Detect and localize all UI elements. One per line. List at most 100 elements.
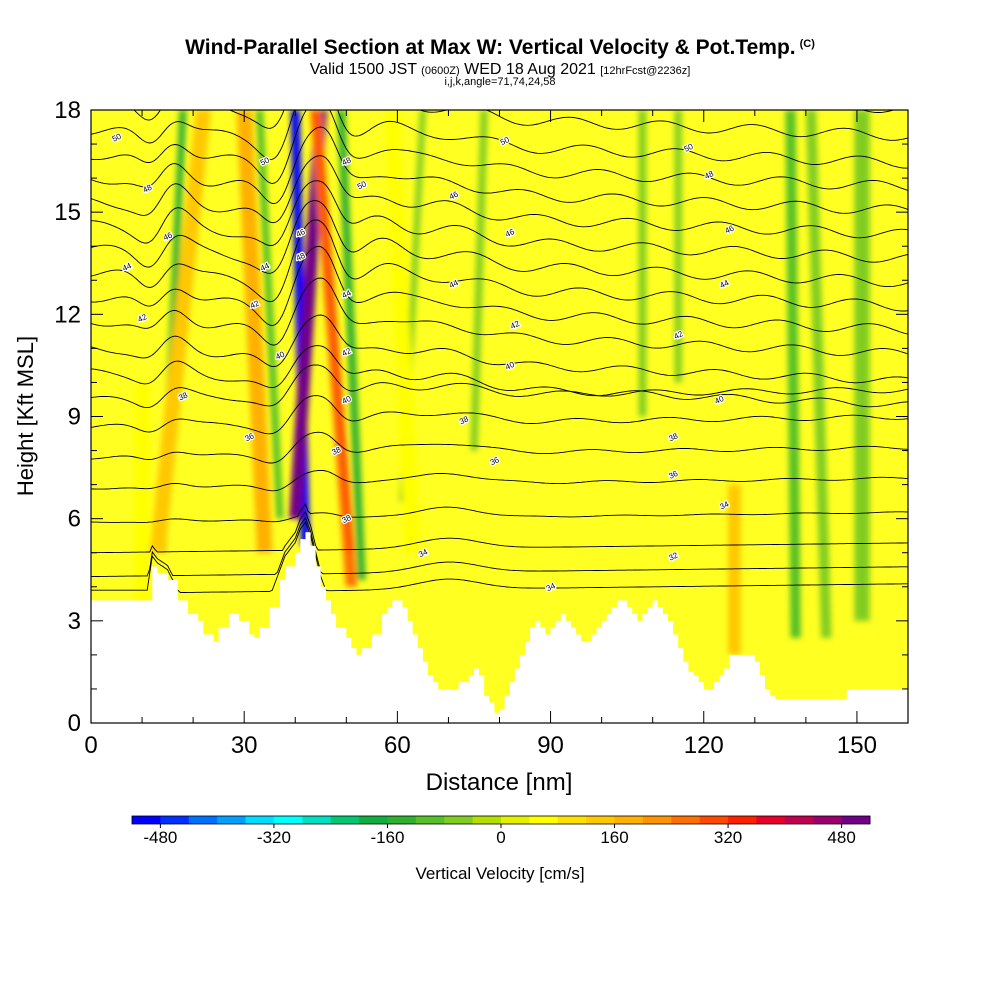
colorbar-tick-label: 160 [600,828,628,847]
colorbar-segment [728,816,757,824]
downdraft-band [854,110,870,621]
colorbar-segment [472,816,502,824]
colorbar-segment [756,816,786,824]
x-tick-label: 30 [231,732,258,759]
x-tick-label: 0 [84,732,97,759]
colorbar-segment [273,816,303,824]
colorbar-segment [557,816,587,824]
isentrope-line [91,510,908,554]
updraft-band [728,484,741,655]
x-tick-label: 150 [837,732,877,759]
colorbar-segment [671,816,701,824]
colorbar-segment [217,816,246,824]
y-tick-label: 12 [54,301,81,328]
isentrope-line [133,110,908,141]
colorbar-segment [387,816,417,824]
updraft-band [236,110,273,553]
isentrope-line [91,219,908,312]
velocity-field [134,110,870,655]
colorbar-segment [415,816,445,824]
isentrope-line [91,180,908,263]
isentrope-line [91,110,908,169]
colorbar-tick-label: 480 [827,828,855,847]
downdraft-band [785,110,801,638]
colorbar-tick-label: 0 [496,828,505,847]
colorbar-segment [614,816,644,824]
isentrope-contours [91,110,908,593]
y-axis: 0 3 6 9 12 15 18 [54,97,908,737]
colorbar-segment [160,816,190,824]
downdraft-band [674,110,682,383]
x-tick-label: 120 [684,732,724,759]
isentrope-line [91,395,908,435]
downdraft-band [470,110,488,451]
colorbar-tick-label: -320 [257,828,291,847]
isentrope-line [91,110,908,191]
isentrope-line [91,314,908,384]
isentrope-line [91,503,908,523]
isentrope-line [91,126,908,214]
isentrope-line [91,155,908,239]
y-axis-label: Height [Kft MSL] [13,336,38,496]
chart-subtitle: Valid 1500 JST (0600Z) WED 18 Aug 2021 [… [0,61,1000,79]
valid-date: WED 18 Aug 2021 [464,61,596,78]
downdraft-band [638,110,647,417]
colorbar-segment [529,816,559,824]
y-tick-label: 18 [54,97,81,124]
colorbar-segment [132,816,161,824]
chart-title-text: Wind-Parallel Section at Max W: Vertical… [185,36,796,59]
y-tick-label: 15 [54,199,81,226]
colorbar-segment [642,816,672,824]
downdraft-band [255,110,284,519]
isentrope-line [91,516,908,578]
colorbar-label: Vertical Velocity [cm/s] [415,864,585,883]
isentrope-line [91,200,908,288]
isentrope-line [91,431,908,464]
isentrope-line [91,469,908,492]
valid-time-utc: (0600Z) [421,65,460,77]
y-tick-label: 6 [68,506,81,533]
plot-area: 5048464442383640424450464848504442403838… [91,110,908,723]
colorbar-segment [813,816,843,824]
colorbar-tick-label: 320 [714,828,742,847]
updraft-band [384,110,421,553]
x-axis: 0 30 60 90 120 150 [84,110,909,759]
isentrope-line [91,364,908,409]
y-tick-label: 0 [68,710,81,737]
updraft-band [149,110,211,553]
chart-title-mark: (C) [799,38,815,50]
isentrope-line [91,245,908,335]
isentrope-line [91,345,908,408]
colorbar-segment [245,816,275,824]
updraft-band-core [292,110,324,485]
colorbar-segment [359,816,388,824]
y-tick-label: 3 [68,608,81,635]
chart-title: Wind-Parallel Section at Max W: Vertical… [0,36,1000,60]
downdraft-band [805,110,832,638]
x-tick-label: 90 [537,732,564,759]
updraft-band-core [313,110,354,553]
y-tick-label: 9 [68,404,81,431]
downdraft-band [337,110,366,580]
x-tick-label: 60 [384,732,411,759]
colorbar-segment [784,816,814,824]
grid-info: i,j,k,angle=71,74,24,58 [444,76,556,88]
isentrope-line [91,521,908,593]
x-axis-label: Distance [nm] [426,769,573,796]
colorbar-segment [699,816,729,824]
forecast-info: [12hrFcst@2236z] [600,65,691,77]
updraft-band [134,382,150,655]
isentrope-line [91,277,908,356]
colorbar-segment [501,816,530,824]
colorbar-segment [586,816,615,824]
colorbar-segment [302,816,332,824]
colorbar-tick-label: -480 [143,828,177,847]
colorbar-segment [444,816,474,824]
colorbar-segment [188,816,218,824]
terrain-mask [91,532,908,723]
colorbar-segment [330,816,360,824]
colorbar-tick-label: -160 [370,828,404,847]
valid-time: Valid 1500 JST [309,61,417,78]
colorbar-segment [841,816,871,824]
